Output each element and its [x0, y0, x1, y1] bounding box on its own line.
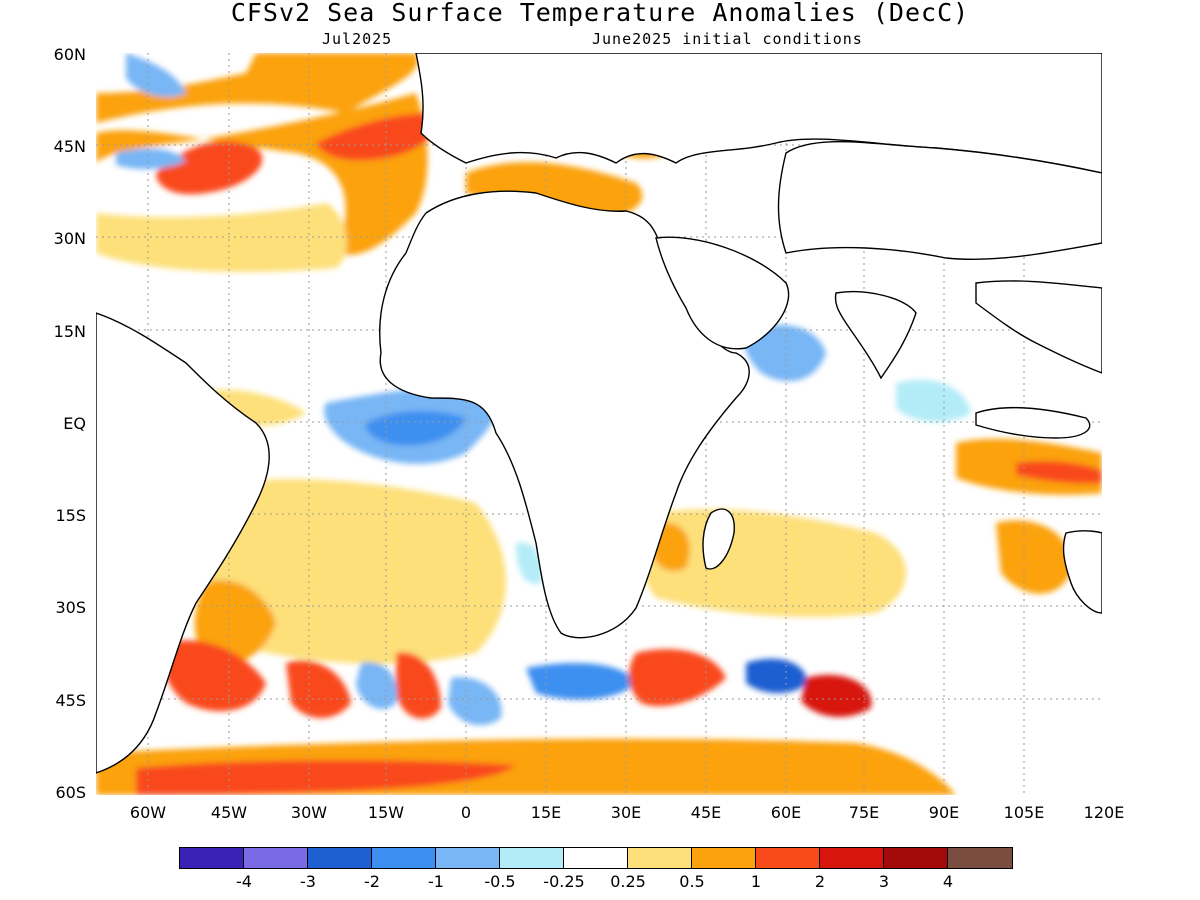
anomaly-field — [96, 53, 1102, 795]
colorbar-swatch — [180, 848, 244, 868]
colorbar-swatch — [756, 848, 820, 868]
australia-landmass — [1062, 530, 1102, 614]
southeast-asia-landmass — [975, 280, 1102, 374]
anomaly-patch-australia-west-warm — [996, 520, 1072, 594]
colorbar-swatch — [820, 848, 884, 868]
anomaly-patch-equatorial-atlantic-cold — [365, 411, 466, 446]
anomaly-patch-south-indian-cool — [746, 658, 808, 694]
land — [96, 53, 1102, 774]
anomaly-patch-subtropical-atlantic — [96, 203, 347, 273]
colorbar-swatch — [436, 848, 500, 868]
arabia-landmass — [655, 236, 790, 350]
anomaly-patch-south-atlantic-warm — [207, 479, 506, 664]
lat-label-60n: 60N — [53, 45, 86, 64]
colorbar-label: -3 — [300, 872, 316, 891]
lon-label-60w: 60W — [129, 803, 167, 822]
colorbar-swatch — [244, 848, 308, 868]
colorbar-swatch — [628, 848, 692, 868]
anomaly-patch-south-atlantic-cool-2 — [448, 677, 502, 726]
lon-label-15e: 15E — [530, 803, 562, 822]
lon-label-0: 0 — [460, 803, 472, 822]
lat-label-eq: EQ — [63, 414, 86, 433]
lon-label-105e: 105E — [1003, 803, 1045, 822]
anomaly-patch-south-atlantic-hot-3 — [396, 652, 441, 719]
colorbar-label: -1 — [428, 872, 444, 891]
colorbar-label: 1 — [750, 872, 762, 891]
lat-label-60s: 60S — [55, 783, 86, 802]
anomaly-patch-southern-ocean-hot — [136, 760, 516, 795]
map-title: CFSv2 Sea Surface Temperature Anomalies … — [230, 0, 970, 27]
colorbar-label: -0.5 — [484, 872, 516, 891]
lon-label-75e: 75E — [848, 803, 880, 822]
anomaly-patch-argentine-hot — [162, 640, 266, 712]
colorbar — [179, 847, 1013, 869]
colorbar-label: -4 — [236, 872, 252, 891]
colorbar-label: -2 — [364, 872, 380, 891]
colorbar-swatch — [372, 848, 436, 868]
south-america-landmass — [96, 312, 270, 774]
lon-label-30e: 30E — [610, 803, 642, 822]
colorbar-swatch — [564, 848, 628, 868]
lat-label-15s: 15S — [55, 506, 86, 525]
sst-anomaly-map — [96, 53, 1102, 795]
anomaly-patch-south-atlantic-cool-1 — [356, 662, 397, 710]
colorbar-swatch — [308, 848, 372, 868]
colorbar-label: 4 — [942, 872, 954, 891]
africa-landmass — [379, 190, 750, 639]
anomaly-patch-indonesia-hot — [1016, 460, 1102, 484]
anomaly-patch-benguela-cool — [516, 542, 543, 584]
lon-label-30w: 30W — [290, 803, 328, 822]
anomaly-patch-gulf-stream — [156, 141, 263, 195]
madagascar-landmass — [702, 508, 735, 570]
colorbar-label: -0.25 — [543, 872, 585, 891]
colorbar-swatch — [948, 848, 1012, 868]
anomaly-patch-brazil-warm — [194, 580, 276, 666]
asia-landmass — [777, 141, 1102, 260]
colorbar-label: 2 — [814, 872, 826, 891]
anomaly-patch-bay-of-bengal-cool — [896, 379, 971, 423]
colorbar-label: 3 — [878, 872, 890, 891]
anomaly-patch-arabian-sea-cool — [744, 324, 826, 382]
lat-label-30s: 30S — [55, 598, 86, 617]
india-landmass — [834, 291, 917, 380]
anomaly-patch-labrador-cool — [126, 53, 186, 98]
anomaly-patch-south-atlantic-hot-2 — [286, 660, 351, 718]
colorbar-label: 0.5 — [679, 872, 705, 891]
anomaly-patch-agulhas-cool — [526, 663, 636, 700]
lat-label-15n: 15N — [53, 322, 86, 341]
indonesia-landmass — [975, 406, 1091, 439]
lat-label-30n: 30N — [53, 229, 86, 248]
colorbar-label: 0.25 — [610, 872, 646, 891]
lon-label-45w: 45W — [210, 803, 248, 822]
anomaly-patch-iberia-offshore — [316, 113, 438, 161]
lon-label-90e: 90E — [928, 803, 960, 822]
lon-label-60e: 60E — [770, 803, 802, 822]
lat-label-45n: 45N — [53, 137, 86, 156]
initial-conditions-label: June2025 initial conditions — [592, 30, 863, 48]
anomaly-patch-newfoundland-cool — [116, 148, 186, 170]
colorbar-swatch — [884, 848, 948, 868]
lat-label-45s: 45S — [55, 691, 86, 710]
lon-label-120e: 120E — [1083, 803, 1125, 822]
anomaly-patch-north-atlantic — [96, 53, 418, 123]
anomaly-patch-south-indian-hot — [801, 674, 872, 717]
valid-month-label: Jul2025 — [322, 30, 393, 48]
lon-label-15w: 15W — [367, 803, 405, 822]
anomaly-patch-agulhas-hot — [629, 649, 726, 707]
colorbar-swatch — [692, 848, 756, 868]
colorbar-swatch — [500, 848, 564, 868]
lon-label-45e: 45E — [690, 803, 722, 822]
